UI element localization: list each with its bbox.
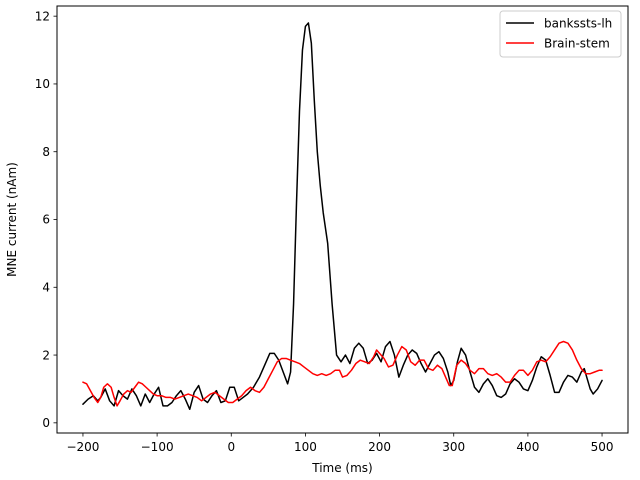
y-tick-label: 8	[42, 145, 50, 159]
x-tick-label: 500	[591, 440, 614, 454]
x-tick-label: 300	[442, 440, 465, 454]
y-tick-label: 10	[35, 77, 50, 91]
x-tick-label: −200	[66, 440, 99, 454]
x-axis-ticks: −200 −100 0 100 200 300 400 500	[66, 433, 613, 454]
y-tick-label: 2	[42, 348, 50, 362]
y-tick-label: 0	[42, 416, 50, 430]
y-tick-label: 4	[42, 280, 50, 294]
legend: bankssts-lh Brain-stem	[499, 10, 622, 58]
x-tick-label: 100	[294, 440, 317, 454]
series-line-bankssts-lh	[82, 22, 603, 411]
x-tick-label: 200	[368, 440, 391, 454]
y-axis-label: MNE current (nAm)	[5, 162, 19, 277]
y-axis-ticks: 0 2 4 6 8 10 12	[35, 9, 57, 430]
x-tick-label: 0	[227, 440, 235, 454]
x-tick-label: 400	[516, 440, 539, 454]
series-layer	[82, 22, 603, 411]
y-tick-label: 6	[42, 213, 50, 227]
legend-label-brain-stem: Brain-stem	[544, 36, 610, 50]
y-tick-label: 12	[35, 9, 50, 23]
series-line-brain-stem	[82, 340, 603, 407]
x-axis-label: Time (ms)	[311, 461, 373, 475]
x-tick-label: −100	[141, 440, 174, 454]
legend-label-bankssts-lh: bankssts-lh	[544, 16, 612, 30]
